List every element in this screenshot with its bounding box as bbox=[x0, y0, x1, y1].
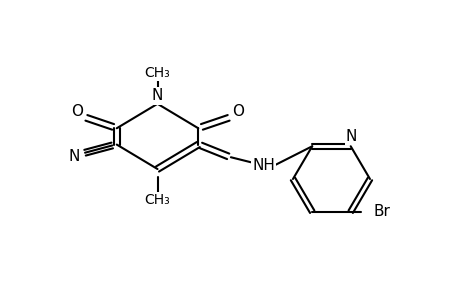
Text: O: O bbox=[71, 103, 83, 118]
Text: O: O bbox=[232, 103, 244, 118]
Text: N: N bbox=[151, 88, 163, 103]
Text: N: N bbox=[68, 149, 80, 164]
Text: CH₃: CH₃ bbox=[144, 66, 170, 80]
Text: Br: Br bbox=[373, 204, 389, 219]
Text: N: N bbox=[345, 129, 357, 144]
Text: NH: NH bbox=[252, 158, 274, 173]
Text: CH₃: CH₃ bbox=[144, 193, 170, 207]
